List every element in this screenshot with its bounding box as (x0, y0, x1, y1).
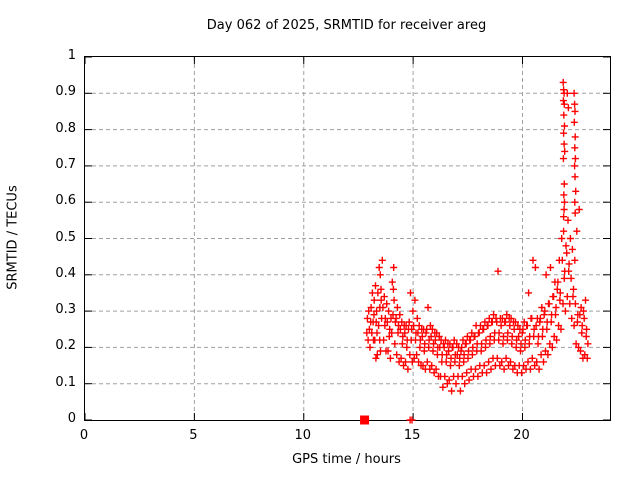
data-point-zero-flag-square (360, 415, 370, 425)
x-tick-label: 0 (79, 428, 89, 443)
x-tick-label: 15 (403, 428, 421, 443)
y-tick-label: 1 (67, 48, 76, 63)
y-tick-label: 0.9 (55, 84, 76, 100)
x-tick-label: 20 (513, 428, 530, 443)
y-tick-label: 0.1 (55, 374, 76, 390)
scatter-canvas (84, 56, 610, 425)
x-tick-label: 5 (189, 428, 198, 443)
y-tick-label: 0.6 (55, 193, 76, 209)
y-tick-label: 0 (67, 411, 76, 426)
y-tick-label: 0.8 (55, 120, 76, 136)
y-tick-label: 0.4 (55, 265, 76, 281)
y-tick-label: 0.3 (55, 302, 76, 318)
data-points-srmtid (363, 78, 592, 395)
x-tick-label: 10 (294, 428, 312, 443)
data-points-zero-flag-plus (406, 416, 416, 424)
chart-title: Day 062 of 2025, SRMTID for receiver are… (206, 18, 487, 33)
y-tick-label: 0.7 (55, 156, 76, 172)
x-axis-label: GPS time / hours (292, 452, 401, 467)
y-tick-label: 0.5 (55, 229, 76, 245)
plot-area (84, 56, 611, 425)
y-tick-label: 0.2 (55, 338, 76, 354)
